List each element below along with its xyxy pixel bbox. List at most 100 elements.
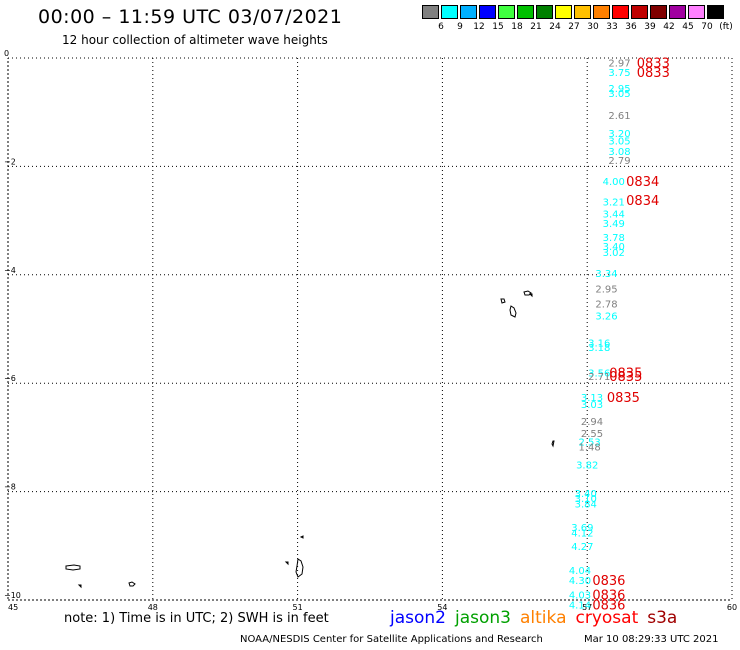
swh-value: 3.75 (608, 68, 630, 79)
x-tick-label: 54 (437, 603, 447, 612)
swh-value: 3.84 (575, 500, 597, 511)
colorbar-label: 70 (701, 22, 713, 32)
y-tick-label: 0 (4, 49, 9, 58)
swh-value: 1.48 (578, 443, 600, 454)
colorbar-swatch (498, 5, 515, 19)
swh-value: 3.40 (603, 242, 625, 253)
swh-value: 3.02 (603, 248, 625, 259)
satellite-legend-item: altika (520, 608, 567, 628)
colorbar-swatch (517, 5, 534, 19)
swh-value: 3.49 (603, 219, 625, 230)
swh-value: 4.30 (569, 576, 591, 587)
colorbar-swatch (688, 5, 705, 19)
swh-value: 2.53 (578, 438, 600, 449)
swh-value: 3.56 (588, 368, 610, 379)
swh-value: 3.20 (608, 129, 630, 140)
pass-time-label: 0834 (626, 194, 659, 209)
colorbar-label: 6 (438, 22, 444, 32)
satellite-legend-item: jason3 (455, 608, 511, 628)
map-grid: 45 48 51 54 57 60 0 −2 −4 −6 −8 −10 (4, 49, 737, 612)
swh-value: 3.21 (603, 198, 625, 209)
colorbar-label: 18 (511, 22, 523, 32)
pass-time-label: 0835 (609, 370, 642, 385)
colorbar-label: 9 (457, 22, 463, 32)
swh-value: 2.95 (595, 284, 617, 295)
map-title: 00:00 – 11:59 UTC 03/07/2021 (38, 6, 343, 28)
colorbar-swatch (422, 5, 439, 19)
y-tick-label: −4 (4, 266, 16, 275)
colorbar-swatch (536, 5, 553, 19)
colorbar-swatch (669, 5, 686, 19)
swh-value: 3.78 (603, 233, 625, 244)
colorbar-label: 33 (606, 22, 618, 32)
footer-note: note: 1) Time is in UTC; 2) SWH is in fe… (64, 611, 329, 626)
swh-value: 3.16 (588, 339, 610, 350)
coastline (65, 290, 555, 589)
swh-value: 2.71 (588, 372, 610, 383)
pass-time-label: 0833 (637, 56, 670, 71)
satellite-legend-item: cryosat (575, 608, 639, 628)
colorbar-swatch (479, 5, 496, 19)
pass-time-label: 0833 (637, 66, 670, 81)
swh-value: 2.97 (608, 58, 630, 69)
island-mahe (509, 305, 517, 318)
swh-value: 3.18 (588, 343, 610, 354)
colorbar-swatch (593, 5, 610, 19)
swh-value: 3.03 (581, 400, 603, 411)
swh-value: 2.95 (608, 84, 630, 95)
x-tick-label: 57 (582, 603, 592, 612)
swh-value: 2.55 (581, 429, 603, 440)
pass-time-label: 0835 (607, 391, 640, 406)
colorbar-unit: (ft) (719, 22, 733, 32)
swh-observations: 2.973.752.953.052.613.203.053.082.794.00… (569, 58, 631, 611)
colorbar-label: 15 (492, 22, 504, 32)
swh-value: 3.69 (571, 523, 593, 534)
colorbar-swatch (650, 5, 667, 19)
colorbar-label: 24 (549, 22, 561, 32)
y-tick-label: −10 (4, 591, 21, 600)
swh-value: 4.00 (603, 177, 625, 188)
colorbar-swatch (574, 5, 591, 19)
island-alphonse (299, 535, 304, 539)
generated-timestamp: Mar 10 08:29:33 UTC 2021 (584, 634, 719, 645)
swh-value: 4.03 (569, 591, 591, 602)
island-frigate (528, 293, 533, 298)
colorbar-label: 30 (587, 22, 599, 32)
map-subtitle: 12 hour collection of altimeter wave hei… (62, 33, 328, 47)
swh-value: 3.08 (608, 147, 630, 158)
pass-time-label: 0836 (592, 574, 625, 589)
swh-value: 4.04 (569, 566, 591, 577)
colorbar-swatch (612, 5, 629, 19)
pass-time-label: 0836 (592, 589, 625, 604)
satellite-legend-item: s3a (647, 608, 678, 628)
swh-value: 2.61 (608, 111, 630, 122)
swh-value: 2.78 (595, 300, 617, 311)
swh-value: 4.14 (569, 600, 591, 611)
x-tick-label: 45 (8, 603, 18, 612)
credit-line: NOAA/NESDIS Center for Satellite Applica… (240, 634, 543, 645)
swh-value: 3.05 (608, 89, 630, 100)
colorbar-swatch (460, 5, 477, 19)
swh-value: 3.13 (581, 393, 603, 404)
colorbar-label: 39 (644, 22, 656, 32)
colorbar-label: 12 (473, 22, 485, 32)
colorbar-label: 27 (568, 22, 580, 32)
x-tick-label: 51 (293, 603, 303, 612)
swh-value: 3.26 (595, 311, 617, 322)
swh-value: 2.79 (608, 156, 630, 167)
colorbar-label: 42 (663, 22, 675, 32)
swh-value: 3.82 (576, 461, 598, 472)
satellite-legend: jason2 jason3 altika cryosat s3a (390, 608, 686, 628)
swh-value: 4.12 (571, 528, 593, 539)
island-cosmoledo (128, 581, 136, 587)
swh-value: 3.05 (608, 136, 630, 147)
pass-time-label: 0836 (592, 598, 625, 613)
colorbar-label: 36 (625, 22, 637, 32)
colorbar-swatch (555, 5, 572, 19)
pass-time-label: 0835 (609, 366, 642, 381)
island-aldabra (65, 564, 81, 571)
colorbar-label: 21 (530, 22, 542, 32)
swh-value: 4.27 (571, 542, 593, 553)
